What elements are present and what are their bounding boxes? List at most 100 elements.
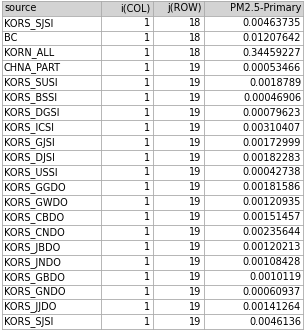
Bar [2, 180, 303, 195]
Bar [2, 225, 303, 240]
Text: 1: 1 [144, 242, 150, 252]
Text: 19: 19 [189, 302, 201, 312]
Text: 19: 19 [189, 138, 201, 148]
Text: CHNA_PART: CHNA_PART [4, 62, 61, 73]
Text: KORS_JNDO: KORS_JNDO [4, 257, 61, 268]
Bar [2, 1, 303, 16]
Text: KORS_ICSI: KORS_ICSI [4, 122, 54, 133]
Bar [2, 165, 303, 180]
Text: 19: 19 [189, 317, 201, 327]
Bar [2, 255, 303, 270]
Text: 0.01207642: 0.01207642 [242, 33, 301, 43]
Bar [2, 299, 303, 314]
Bar [2, 46, 303, 60]
Text: KORS_USSI: KORS_USSI [4, 167, 58, 178]
Bar [2, 60, 303, 75]
Text: 1: 1 [144, 18, 150, 28]
Text: 19: 19 [189, 108, 201, 118]
Text: 1: 1 [144, 212, 150, 222]
Text: 1: 1 [144, 272, 150, 282]
Text: 0.00053466: 0.00053466 [243, 63, 301, 73]
Text: 19: 19 [189, 227, 201, 237]
Text: 19: 19 [189, 167, 201, 178]
Bar [2, 210, 303, 225]
Text: PM2.5-Primary: PM2.5-Primary [230, 3, 301, 13]
Text: 0.34459227: 0.34459227 [242, 48, 301, 58]
Bar [2, 90, 303, 105]
Text: 0.00042738: 0.00042738 [243, 167, 301, 178]
Text: 0.0018789: 0.0018789 [249, 78, 301, 88]
Text: BC: BC [4, 33, 17, 43]
Text: KORS_JBDO: KORS_JBDO [4, 242, 60, 253]
Text: 0.00120935: 0.00120935 [243, 197, 301, 207]
Bar [2, 75, 303, 90]
Text: 0.00172999: 0.00172999 [243, 138, 301, 148]
Text: 0.00181586: 0.00181586 [243, 182, 301, 192]
Text: 0.00060937: 0.00060937 [243, 287, 301, 297]
Bar [2, 240, 303, 255]
Bar [2, 31, 303, 46]
Text: KORS_GJSI: KORS_GJSI [4, 137, 55, 148]
Bar [2, 120, 303, 135]
Text: 1: 1 [144, 123, 150, 133]
Text: 1: 1 [144, 78, 150, 88]
Text: KORS_CNDO: KORS_CNDO [4, 227, 65, 238]
Text: KORN_ALL: KORN_ALL [4, 48, 54, 58]
Text: 19: 19 [189, 287, 201, 297]
Text: KORS_SJSI: KORS_SJSI [4, 17, 53, 28]
Text: 1: 1 [144, 93, 150, 103]
Text: KORS_JJDO: KORS_JJDO [4, 302, 56, 313]
Text: 18: 18 [189, 33, 201, 43]
Text: 1: 1 [144, 108, 150, 118]
Text: 0.00182283: 0.00182283 [243, 152, 301, 163]
Text: 1: 1 [144, 302, 150, 312]
Text: 19: 19 [189, 123, 201, 133]
Text: 18: 18 [189, 18, 201, 28]
Text: KORS_SJSI: KORS_SJSI [4, 316, 53, 327]
Text: 19: 19 [189, 197, 201, 207]
Text: 0.00108428: 0.00108428 [243, 257, 301, 267]
Text: 1: 1 [144, 48, 150, 58]
Text: 1: 1 [144, 257, 150, 267]
Text: 0.00235644: 0.00235644 [243, 227, 301, 237]
Text: KORS_GNDO: KORS_GNDO [4, 286, 66, 297]
Text: i(COL): i(COL) [120, 3, 150, 13]
Text: 0.00141264: 0.00141264 [243, 302, 301, 312]
Text: KORS_DGSI: KORS_DGSI [4, 107, 59, 118]
Text: KORS_SUSI: KORS_SUSI [4, 77, 58, 88]
Bar [2, 135, 303, 150]
Text: 0.0046136: 0.0046136 [249, 317, 301, 327]
Text: 1: 1 [144, 63, 150, 73]
Text: 1: 1 [144, 317, 150, 327]
Text: 0.00151457: 0.00151457 [242, 212, 301, 222]
Text: 0.00463735: 0.00463735 [243, 18, 301, 28]
Text: j(ROW): j(ROW) [167, 3, 201, 13]
Text: 19: 19 [189, 78, 201, 88]
Text: 1: 1 [144, 167, 150, 178]
Bar [2, 270, 303, 284]
Text: 19: 19 [189, 152, 201, 163]
Text: 19: 19 [189, 212, 201, 222]
Text: 0.0010119: 0.0010119 [249, 272, 301, 282]
Text: 1: 1 [144, 227, 150, 237]
Text: 19: 19 [189, 242, 201, 252]
Text: KORS_GWDO: KORS_GWDO [4, 197, 68, 208]
Text: KORS_GBDO: KORS_GBDO [4, 272, 65, 282]
Text: source: source [4, 3, 36, 13]
Text: 19: 19 [189, 63, 201, 73]
Text: KORS_GGDO: KORS_GGDO [4, 182, 66, 193]
Bar [2, 105, 303, 120]
Text: 19: 19 [189, 182, 201, 192]
Bar [2, 150, 303, 165]
Bar [2, 195, 303, 210]
Text: 1: 1 [144, 287, 150, 297]
Text: 1: 1 [144, 182, 150, 192]
Text: 19: 19 [189, 257, 201, 267]
Bar [2, 314, 303, 329]
Text: KORS_BSSI: KORS_BSSI [4, 92, 57, 103]
Text: 0.00046906: 0.00046906 [243, 93, 301, 103]
Text: 18: 18 [189, 48, 201, 58]
Bar [2, 16, 303, 31]
Text: KORS_DJSI: KORS_DJSI [4, 152, 55, 163]
Text: 0.00079623: 0.00079623 [243, 108, 301, 118]
